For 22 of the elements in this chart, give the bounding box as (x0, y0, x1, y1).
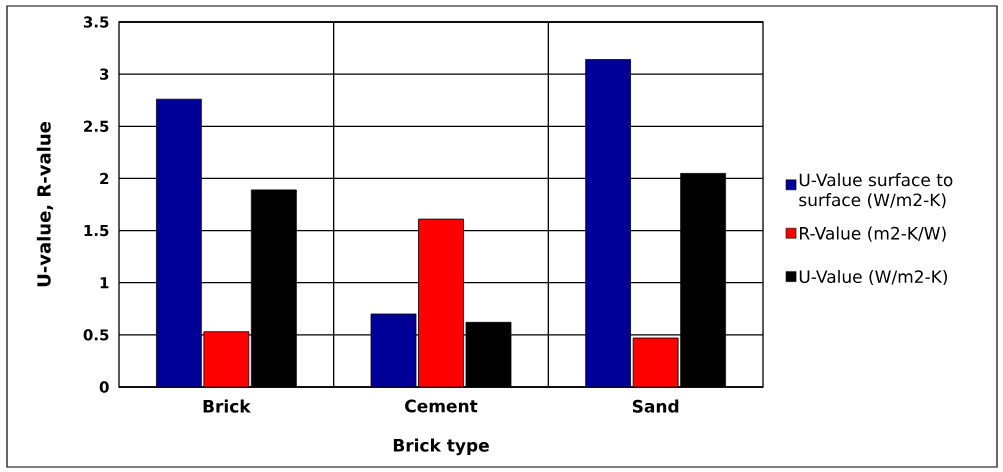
y-axis-title: U-value, R-value (36, 122, 54, 287)
x-tick-label: Cement (405, 399, 478, 413)
legend-label: U-Value surface to surface (W/m2-K) (799, 173, 953, 209)
x-tick-label: Sand (632, 399, 679, 413)
legend-label: R-Value (m2-K/W) (800, 226, 946, 242)
y-tick-label: 1 (100, 277, 109, 289)
y-tick-label: 2 (100, 172, 109, 184)
bar (418, 218, 464, 387)
bar (370, 313, 417, 387)
y-tick-label: 2.5 (84, 120, 109, 132)
y-tick-label: 3 (100, 68, 109, 80)
y-tick-label: 1.5 (84, 225, 109, 237)
legend-label: U-Value (W/m2-K) (799, 269, 948, 286)
bar (203, 331, 250, 387)
x-tick-label: Brick (203, 399, 251, 413)
bar (585, 59, 632, 387)
y-tick-label: 0.5 (83, 329, 109, 341)
y-tick-label: 0 (99, 381, 109, 393)
y-tick-label: 3.5 (83, 16, 109, 28)
x-axis-title: Brick type (393, 438, 489, 456)
bar (632, 337, 679, 387)
bar (155, 98, 202, 387)
